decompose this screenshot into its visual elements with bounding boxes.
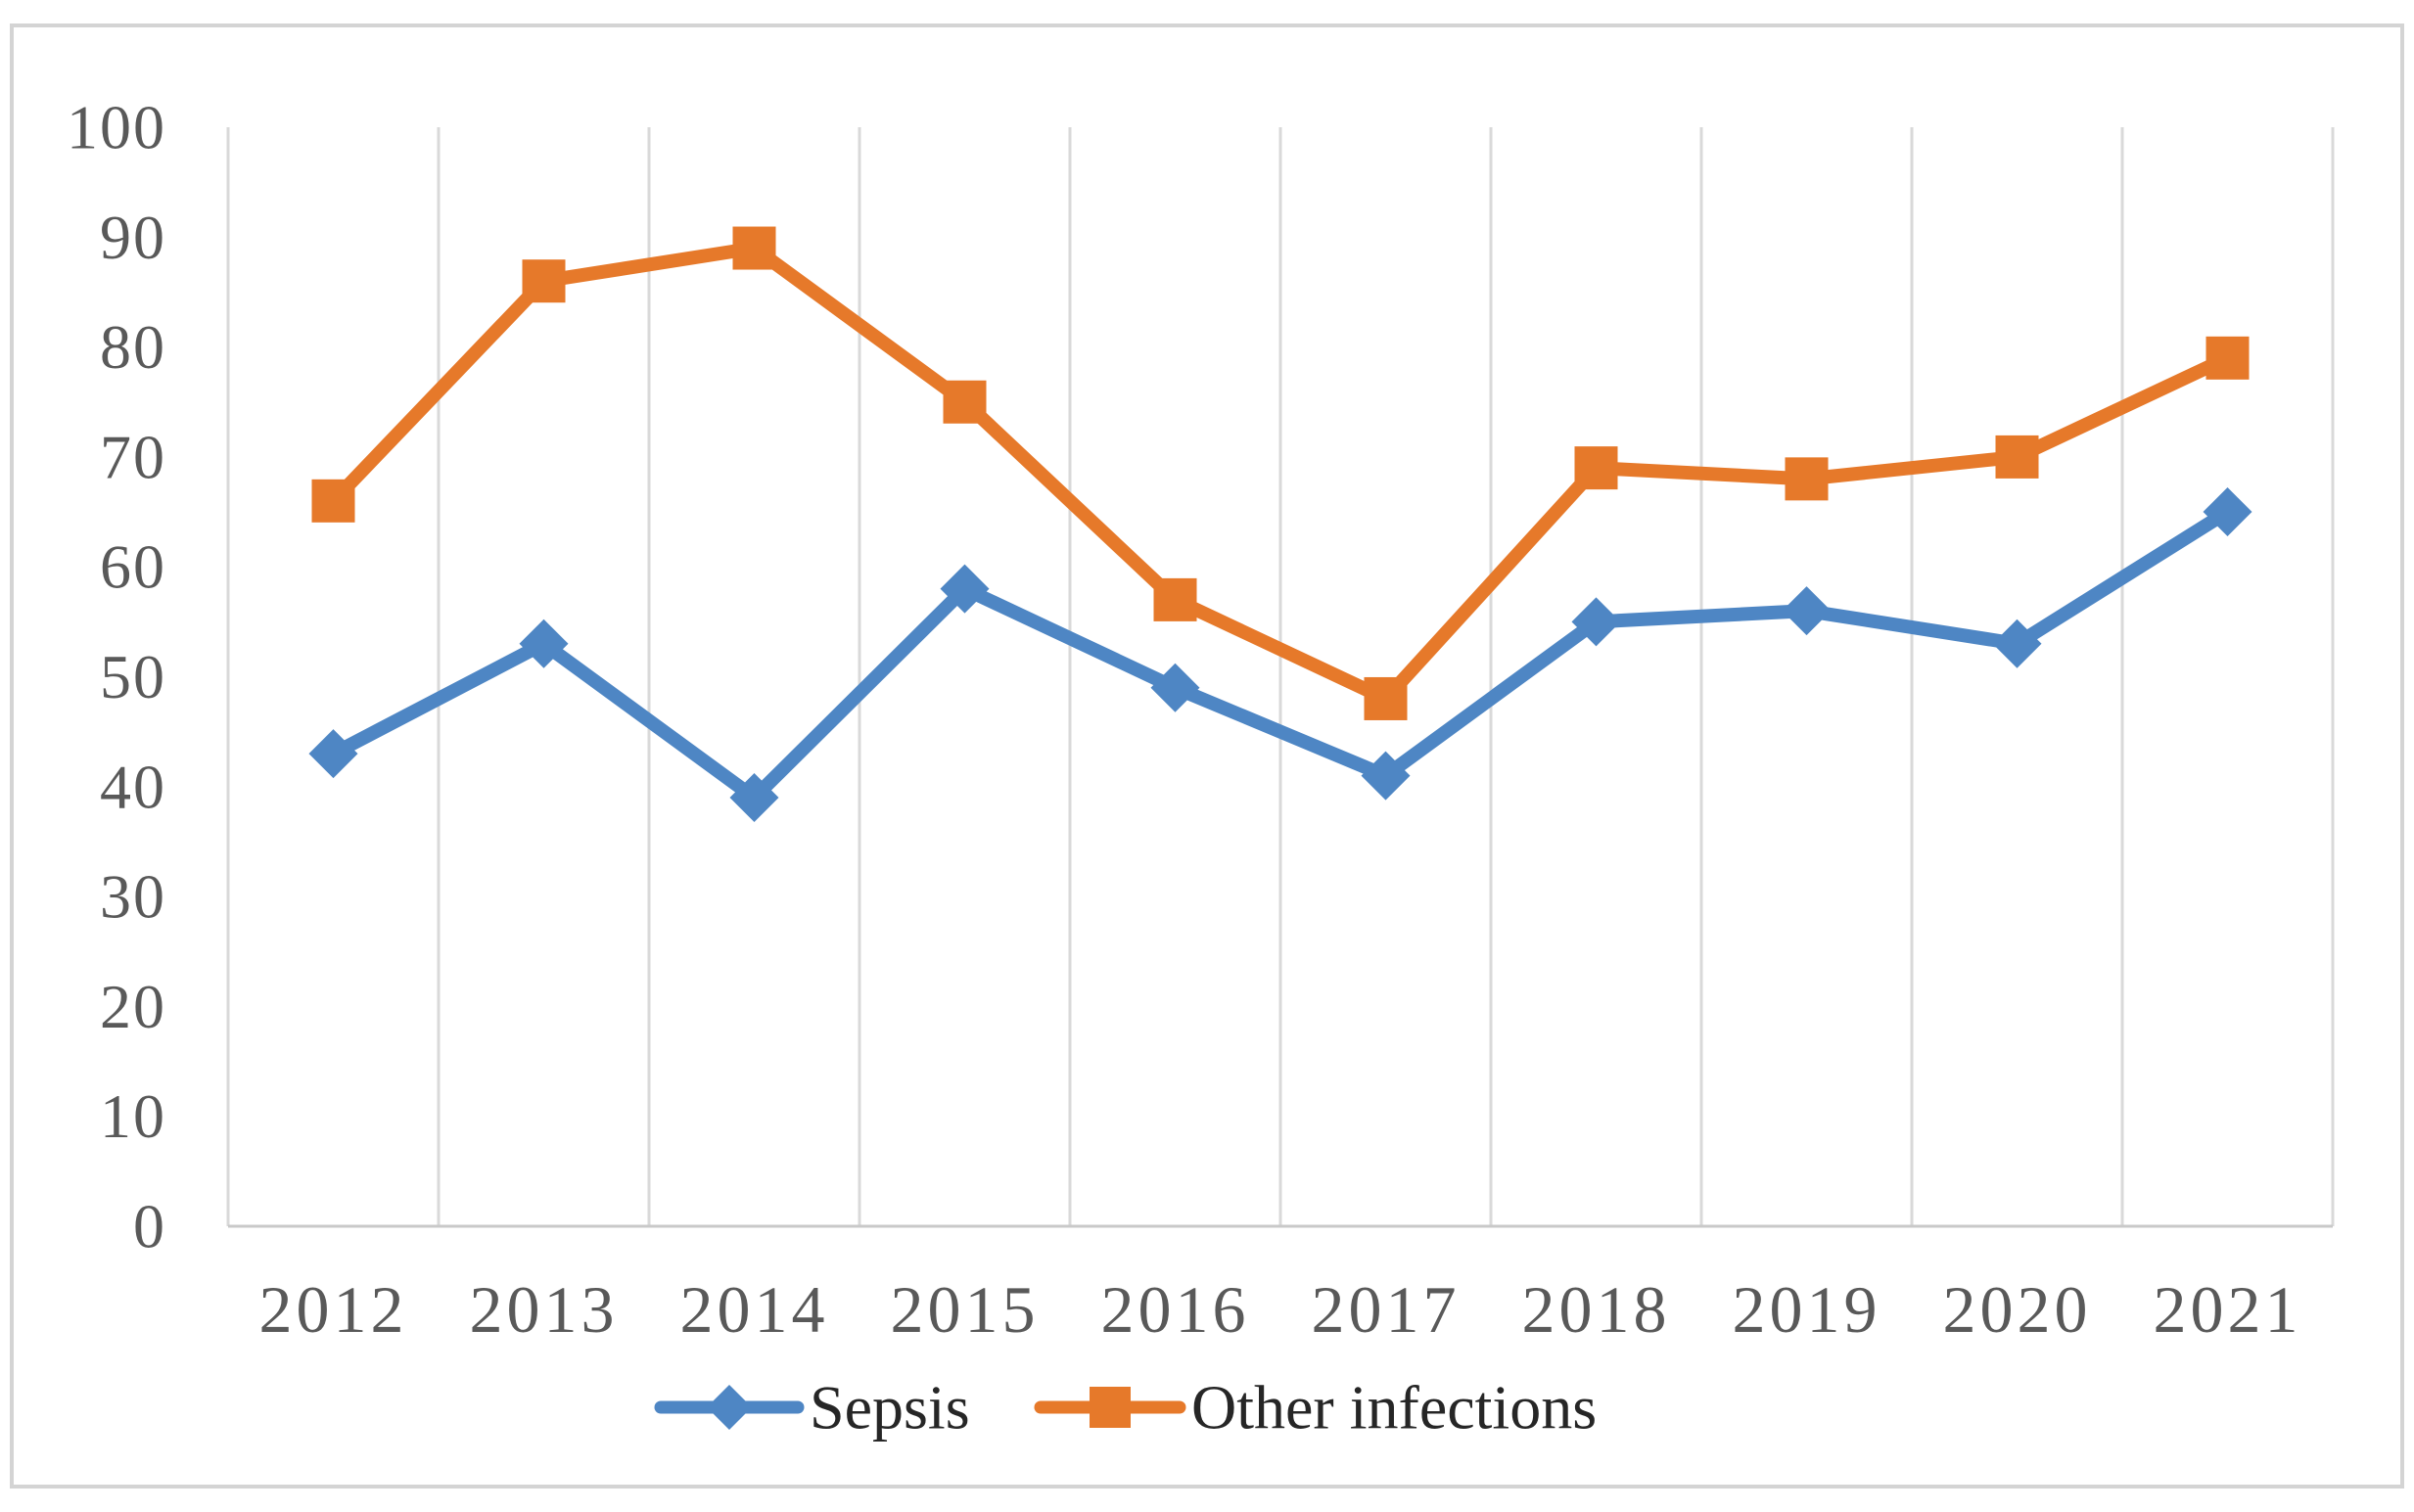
marker-other-infections-2020 [1995, 435, 2039, 479]
x-axis-tick-label: 2013 [470, 1272, 619, 1347]
marker-sepsis-2013 [519, 619, 569, 668]
marker-other-infections-2016 [1153, 577, 1197, 621]
x-axis-tick-label: 2017 [1312, 1272, 1461, 1347]
y-axis-tick-label: 0 [133, 1192, 166, 1261]
series-line-other-infections [326, 241, 2235, 706]
marker-sepsis-2019 [1782, 586, 1832, 636]
y-axis-tick-label: 50 [100, 642, 166, 711]
series-group [308, 226, 2252, 823]
marker-other-infections-2013 [522, 259, 566, 303]
marker-other-infections-2012 [311, 479, 355, 523]
legend-item-other-infections: Other infections [1034, 1373, 1597, 1443]
y-axis-tick-label: 60 [100, 532, 166, 602]
y-axis-tick-label: 30 [100, 862, 166, 932]
y-axis-tick-label: 70 [100, 422, 166, 491]
x-axis-tick-label: 2019 [1733, 1272, 1881, 1347]
marker-sepsis-2021 [2203, 487, 2252, 537]
marker-sepsis-2012 [308, 729, 358, 779]
x-axis-tick-label: 2016 [1101, 1272, 1250, 1347]
x-axis-tick-label: 2014 [680, 1272, 829, 1347]
x-axis-tick-label: 2012 [259, 1272, 408, 1347]
x-axis-tick-label: 2018 [1522, 1272, 1671, 1347]
marker-sepsis-2018 [1571, 597, 1621, 647]
series-line-sepsis [326, 505, 2235, 805]
x-axis-tick-label: 2021 [2154, 1272, 2302, 1347]
legend-label-other-infections: Other infections [1191, 1373, 1597, 1443]
marker-other-infections-2021 [2205, 336, 2250, 380]
marker-other-infections-2017 [1364, 676, 1408, 720]
marker-sepsis-2020 [1992, 619, 2042, 668]
y-axis-tick-label: 20 [100, 972, 166, 1041]
gridlines-group [226, 127, 2335, 1226]
y-axis-tick-label: 40 [100, 752, 166, 821]
x-axis-labels-group: 2012 2013 2014 2015 2016 2017 2018 2019 2020 2021 [259, 1272, 2302, 1347]
y-axis-labels-group: 0 10 20 30 40 50 60 70 80 90 100 [67, 93, 166, 1261]
marker-sepsis-2015 [940, 564, 990, 614]
legend-item-sepsis: Sepsis [654, 1373, 970, 1443]
y-axis-tick-label: 90 [100, 203, 166, 272]
marker-sepsis-2016 [1150, 663, 1200, 712]
y-axis-tick-label: 80 [100, 312, 166, 382]
figure-border [10, 23, 2404, 1489]
marker-sepsis-2017 [1361, 751, 1411, 801]
y-axis-tick-label: 100 [67, 93, 166, 162]
legend-marker-sepsis [707, 1385, 752, 1430]
marker-other-infections-2014 [732, 226, 776, 270]
marker-other-infections-2015 [943, 380, 987, 424]
x-axis-tick-label: 2020 [1943, 1272, 2092, 1347]
marker-other-infections-2018 [1574, 446, 1618, 490]
legend: Sepsis Other infections [654, 1373, 1597, 1443]
x-axis-tick-label: 2015 [891, 1272, 1040, 1347]
legend-marker-other-infections [1090, 1387, 1131, 1428]
marker-sepsis-2014 [729, 773, 779, 823]
marker-other-infections-2019 [1785, 457, 1829, 501]
y-axis-tick-label: 10 [100, 1081, 166, 1151]
legend-label-sepsis: Sepsis [810, 1373, 970, 1443]
